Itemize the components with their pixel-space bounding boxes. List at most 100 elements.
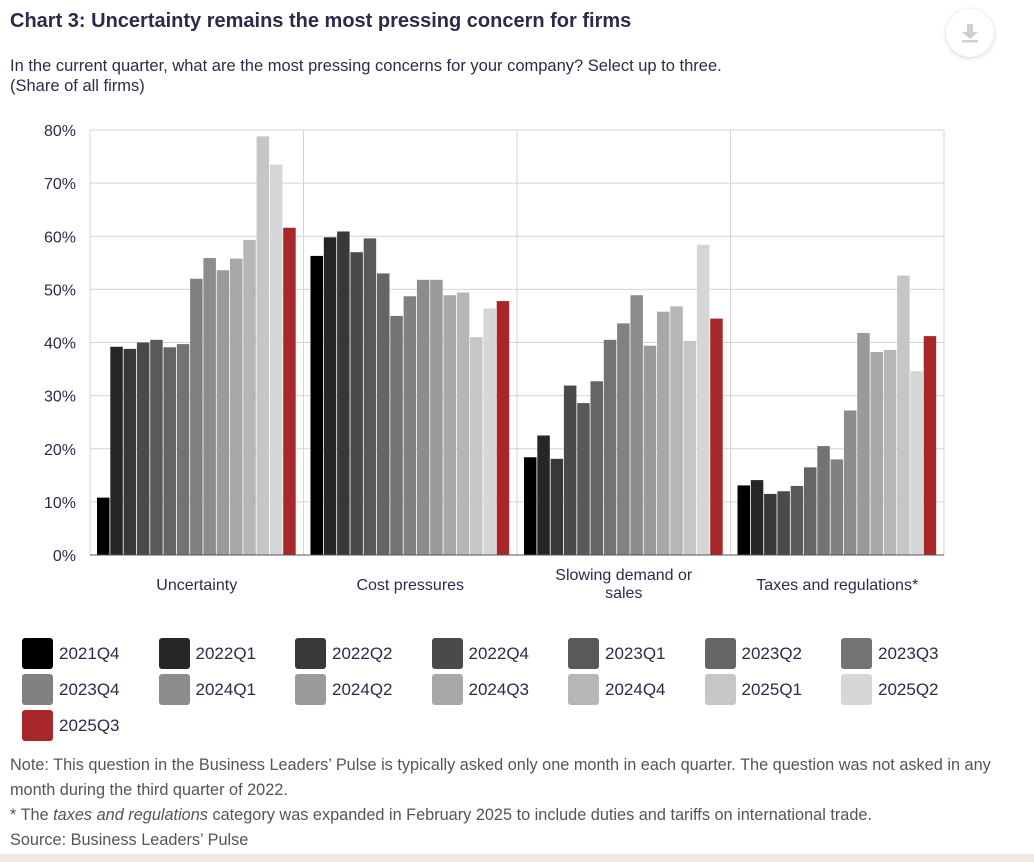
bar (710, 318, 723, 555)
bar (283, 227, 296, 555)
legend-item: 2022Q4 (431, 638, 569, 669)
legend-swatch (841, 674, 872, 705)
legend-item: 2025Q2 (841, 674, 978, 705)
legend-label: 2021Q4 (59, 643, 120, 663)
bar (110, 346, 123, 555)
bar (337, 231, 350, 555)
bar (883, 349, 897, 555)
bar (617, 323, 630, 555)
bar (910, 371, 923, 555)
subtitle-question: In the current quarter, what are the mos… (10, 57, 722, 75)
chart-notes: Note: This question in the Business Lead… (10, 753, 1010, 853)
bar (323, 237, 337, 555)
legend-item: 2022Q2 (295, 638, 432, 669)
bar (590, 381, 603, 555)
legend-swatch (295, 638, 326, 669)
legend-swatch (431, 638, 463, 669)
legend-label: 2024Q3 (468, 679, 530, 699)
legend-swatch (158, 638, 190, 669)
bar (777, 491, 790, 555)
bar (804, 467, 817, 555)
source-text: Source: Business Leaders’ Pulse (10, 831, 249, 849)
bar (456, 292, 470, 555)
bar (643, 345, 657, 555)
download-icon (962, 24, 978, 43)
footnote-text: * The taxes and regulations category was… (10, 806, 872, 824)
bar (377, 273, 390, 555)
x-tick-label: Uncertainty (156, 577, 237, 594)
bar (790, 485, 804, 555)
legend-swatch (568, 638, 599, 669)
bar (897, 275, 910, 555)
chart-title: Chart 3: Uncertainty remains the most pr… (10, 10, 632, 32)
bar (843, 410, 857, 555)
y-tick-label: 70% (44, 176, 76, 193)
footer-strip (0, 854, 1034, 862)
legend-label: 2023Q4 (59, 679, 120, 699)
bar (390, 315, 403, 555)
legend-label: 2025Q1 (741, 679, 803, 699)
legend-item: 2024Q2 (295, 674, 432, 705)
legend-item: 2023Q4 (22, 674, 159, 705)
bar (870, 352, 883, 555)
bar (136, 342, 150, 555)
y-tick-label: 20% (44, 442, 76, 459)
bar (603, 339, 617, 555)
legend-label: 2025Q3 (59, 715, 120, 735)
legend-item: 2025Q3 (22, 710, 159, 741)
legend-label: 2023Q3 (878, 643, 939, 663)
subtitle-unit: (Share of all firms) (10, 77, 145, 95)
bar (630, 295, 643, 555)
bar (363, 238, 377, 555)
bar (537, 435, 550, 555)
x-tick-label: Slowing demand or (555, 567, 693, 584)
bar (430, 279, 443, 555)
legend-swatch (22, 710, 53, 741)
legend-label: 2022Q1 (195, 643, 257, 663)
legend-swatch (22, 638, 53, 669)
y-tick-label: 50% (44, 282, 76, 299)
legend-swatch (704, 638, 736, 669)
bar (176, 344, 190, 555)
bar (683, 340, 697, 555)
bar (269, 164, 283, 555)
download-button[interactable] (946, 9, 994, 57)
bar (243, 239, 256, 555)
legend-item: 2024Q4 (568, 674, 705, 705)
y-tick-label: 30% (44, 389, 76, 406)
legend-item: 2023Q2 (704, 638, 842, 669)
bar (190, 278, 203, 555)
y-tick-label: 0% (53, 548, 76, 565)
bar (496, 301, 510, 555)
bar (443, 295, 456, 555)
bar (416, 279, 430, 555)
bar (577, 403, 590, 555)
bar (123, 348, 137, 555)
legend-item: 2023Q1 (568, 638, 705, 669)
x-tick-label: Cost pressures (356, 577, 464, 594)
legend-swatch (295, 674, 326, 705)
bar (857, 332, 870, 555)
bar (150, 339, 163, 555)
bar (403, 296, 417, 555)
legend-label: 2024Q2 (332, 679, 393, 699)
bar (696, 244, 710, 555)
bar-chart: 0% 10% 20% 30% 40% 50% 60% 70% 80% Uncertainty Cos… (44, 123, 945, 602)
legend-label: 2022Q2 (332, 643, 393, 663)
bar (524, 457, 537, 555)
bar (483, 308, 496, 555)
bar (923, 336, 937, 555)
y-tick-label: 10% (44, 495, 76, 512)
y-tick-label: 40% (44, 336, 76, 353)
bar (750, 480, 764, 555)
bar (203, 258, 216, 555)
bar (470, 337, 483, 555)
legend-item: 2024Q1 (158, 674, 296, 705)
legend-item: 2022Q1 (158, 638, 296, 669)
bar (657, 311, 670, 555)
legend-swatch (568, 674, 599, 705)
bar (310, 255, 323, 555)
legend-label: 2025Q2 (878, 679, 939, 699)
x-tick-label: sales (605, 585, 642, 602)
bar (216, 270, 230, 555)
